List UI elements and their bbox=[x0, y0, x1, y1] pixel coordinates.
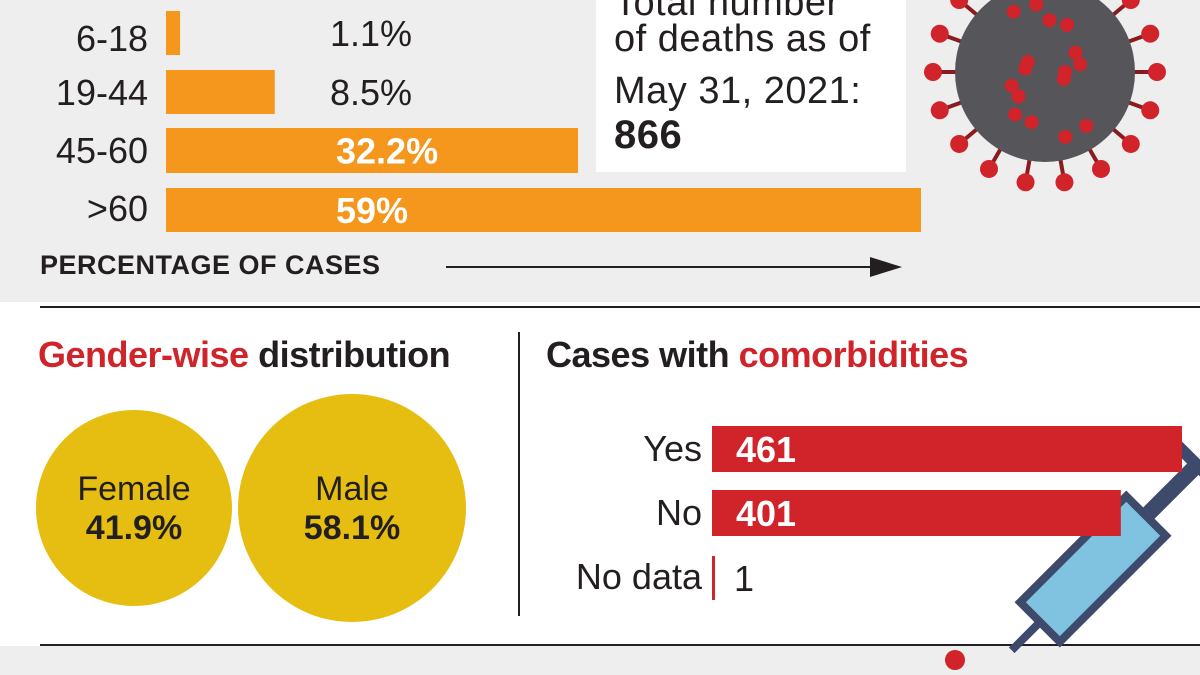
comorbidities-section-title: Cases with comorbidities bbox=[546, 334, 969, 375]
age-value-label: 59% bbox=[336, 190, 408, 231]
comorbidity-value-label: 461 bbox=[736, 429, 796, 470]
female-label: Female bbox=[77, 470, 191, 508]
age-category-label: 19-44 bbox=[55, 72, 148, 113]
comorbidity-value-label: 401 bbox=[736, 493, 796, 534]
comorbidity-category-label: Yes bbox=[643, 428, 702, 469]
comorbidity-category-label: No bbox=[655, 492, 702, 533]
comorbidity-bars: 461 401 1 bbox=[712, 426, 1182, 600]
comorbidity-value-label: 1 bbox=[734, 558, 754, 599]
bottom-divider bbox=[40, 644, 1200, 646]
age-bar bbox=[166, 128, 579, 173]
deaths-note-line2: of deaths as of bbox=[614, 18, 871, 60]
age-category-label: >60 bbox=[86, 188, 148, 229]
deaths-note-line3: May 31, 2021: bbox=[614, 70, 862, 112]
arrow-right-icon bbox=[446, 257, 902, 277]
comorbidity-bar bbox=[712, 556, 715, 600]
comorbidity-bar bbox=[712, 490, 1121, 536]
gender-section-title: Gender-wise distribution bbox=[38, 334, 451, 375]
age-value-label: 8.5% bbox=[330, 72, 412, 113]
comorbidity-bar bbox=[712, 426, 1182, 472]
deaths-total-value: 866 bbox=[614, 113, 683, 157]
bottom-strip bbox=[0, 646, 1200, 675]
age-category-label: 45-60 bbox=[55, 130, 148, 171]
age-bar bbox=[166, 70, 275, 114]
coronavirus-icon bbox=[924, 0, 1166, 192]
section-divider bbox=[40, 306, 1200, 308]
male-label: Male bbox=[315, 470, 389, 508]
deaths-note-line1: Total number bbox=[614, 0, 840, 24]
male-share-circle: Male 58.1% bbox=[238, 394, 466, 622]
female-share-value: 41.9% bbox=[85, 509, 183, 547]
deaths-callout bbox=[596, 0, 906, 172]
age-category-label: 6-18 bbox=[75, 18, 148, 59]
female-share-circle: Female 41.9% bbox=[36, 410, 232, 606]
age-bar bbox=[166, 11, 181, 55]
comorbidity-category-label: No data bbox=[575, 556, 702, 597]
age-bar bbox=[166, 188, 921, 232]
male-share-value: 58.1% bbox=[303, 509, 401, 547]
age-value-label: 32.2% bbox=[336, 131, 438, 172]
column-divider bbox=[518, 332, 520, 616]
syringe-icon bbox=[945, 436, 1200, 670]
age-value-label: 1.1% bbox=[330, 13, 412, 54]
age-bars: 1.1% 8.5% 32.2% 59% bbox=[166, 11, 921, 232]
x-axis-title: PERCENTAGE OF CASES bbox=[40, 250, 381, 280]
